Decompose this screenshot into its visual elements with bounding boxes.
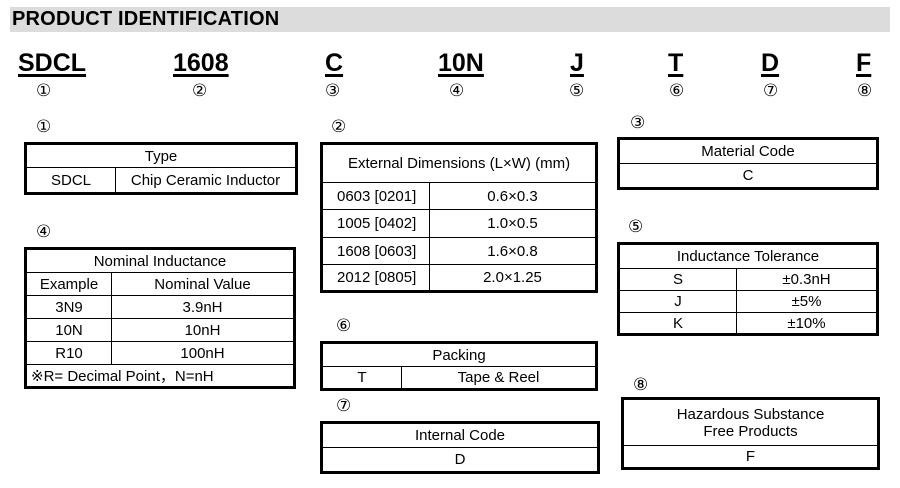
cell: R10	[25, 341, 112, 365]
cell: ±5%	[736, 290, 878, 313]
cell: K	[618, 312, 737, 335]
cell: 100nH	[111, 341, 295, 365]
table-row: 10N 10nH	[25, 318, 295, 342]
code-material: C	[325, 49, 344, 77]
tolerance-table: Inductance Tolerance S ±0.3nH J ±5% K ±10%	[617, 242, 879, 336]
cell: ±0.3nH	[736, 268, 878, 291]
cell: 1608 [0603]	[321, 237, 430, 265]
cell: Chip Ceramic Inductor	[115, 167, 297, 194]
section-number: ⑥	[336, 316, 352, 336]
code-number: ②	[192, 81, 208, 101]
cell: SDCL	[25, 167, 116, 194]
cell: 2.0×1.25	[429, 264, 597, 292]
code-number: ⑤	[569, 81, 585, 101]
table-header: External Dimensions (L×W) (mm)	[321, 143, 597, 183]
cell: 10nH	[111, 318, 295, 342]
code-internal: D	[761, 49, 780, 77]
code-number: ⑥	[669, 81, 685, 101]
cell: 1.6×0.8	[429, 237, 597, 265]
header-line: Hazardous Substance	[676, 405, 825, 423]
code-number: ⑦	[763, 81, 779, 101]
inductance-table: Nominal Inductance Example Nominal Value …	[24, 247, 296, 389]
cell: D	[321, 447, 599, 473]
column-header: Nominal Value	[111, 272, 295, 296]
cell: T	[321, 366, 402, 390]
hazardous-substance-table: Hazardous Substance Free Products F	[621, 397, 880, 470]
cell: ±10%	[736, 312, 878, 335]
section-number: ②	[331, 117, 347, 137]
table-header: Type	[25, 143, 297, 168]
cell: Tape & Reel	[401, 366, 597, 390]
section-number: ⑤	[628, 217, 644, 237]
cell: 1.0×0.5	[429, 209, 597, 238]
table-row: 1608 [0603] 1.6×0.8	[321, 237, 597, 265]
section-number: ①	[36, 117, 52, 137]
note: ※R= Decimal Point，N=nH	[25, 364, 295, 388]
section-number: ④	[36, 222, 52, 242]
type-table: Type SDCL Chip Ceramic Inductor	[24, 142, 298, 195]
table-row: R10 100nH	[25, 341, 295, 365]
table-row: 0603 [0201] 0.6×0.3	[321, 182, 597, 210]
cell: 2012 [0805]	[321, 264, 430, 292]
internal-code-table: Internal Code D	[320, 421, 600, 474]
column-header: Example	[25, 272, 112, 296]
code-type: SDCL	[18, 49, 87, 77]
table-header: Material Code	[618, 138, 878, 164]
cell: 10N	[25, 318, 112, 342]
section-header: PRODUCT IDENTIFICATION	[10, 7, 890, 32]
cell: F	[622, 445, 879, 469]
code-number: ⑧	[857, 81, 873, 101]
cell: 0603 [0201]	[321, 182, 430, 210]
section-number: ③	[630, 113, 646, 133]
table-row: J ±5%	[618, 290, 878, 313]
table-header: Internal Code	[321, 422, 599, 448]
code-tolerance: J	[570, 49, 584, 77]
table-header: Nominal Inductance	[25, 248, 295, 273]
code-number: ④	[449, 81, 465, 101]
table-row: 1005 [0402] 1.0×0.5	[321, 209, 597, 238]
cell: S	[618, 268, 737, 291]
table-row: 3N9 3.9nH	[25, 295, 295, 319]
table-row: S ±0.3nH	[618, 268, 878, 291]
code-hazard: F	[856, 49, 872, 77]
section-title: PRODUCT IDENTIFICATION	[12, 8, 280, 30]
code-packing: T	[668, 49, 684, 77]
section-number: ⑦	[336, 396, 352, 416]
table-row: K ±10%	[618, 312, 878, 335]
cell: 3.9nH	[111, 295, 295, 319]
dimensions-table: External Dimensions (L×W) (mm) 0603 [020…	[320, 142, 598, 293]
table-header: Hazardous Substance Free Products	[622, 398, 879, 446]
code-number: ①	[36, 81, 52, 101]
cell: C	[618, 163, 878, 189]
material-code-table: Material Code C	[617, 137, 879, 190]
table-row: 2012 [0805] 2.0×1.25	[321, 264, 597, 292]
code-size: 1608	[173, 49, 229, 77]
table-header: Inductance Tolerance	[618, 243, 878, 269]
cell: 3N9	[25, 295, 112, 319]
code-inductance: 10N	[438, 49, 484, 77]
table-header: Packing	[321, 342, 597, 367]
code-number: ③	[325, 81, 341, 101]
cell: 0.6×0.3	[429, 182, 597, 210]
cell: 1005 [0402]	[321, 209, 430, 238]
header-line: Free Products	[703, 422, 798, 440]
cell: J	[618, 290, 737, 313]
section-number: ⑧	[633, 375, 649, 395]
packing-table: Packing T Tape & Reel	[320, 341, 598, 391]
